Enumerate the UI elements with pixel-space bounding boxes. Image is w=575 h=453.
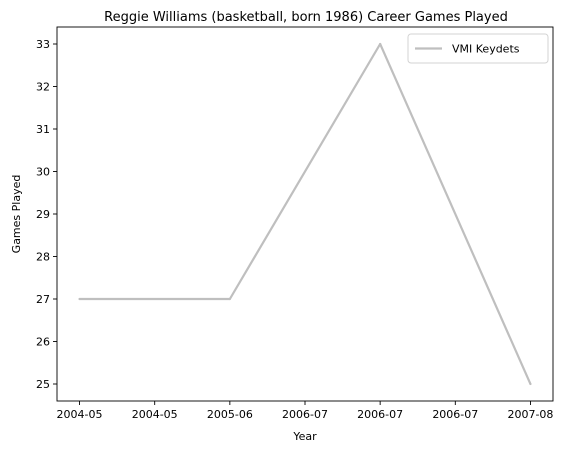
- x-tick-label: 2007-08: [507, 408, 553, 421]
- x-tick-label: 2005-06: [207, 408, 253, 421]
- data-point: [228, 297, 231, 301]
- x-axis-label: Year: [292, 430, 317, 443]
- x-tick-label: 2006-07: [357, 408, 403, 421]
- series-line: [79, 42, 532, 385]
- x-axis: 2004-05 2004-05 2005-06 2006-07 2006-07 2006-…: [57, 401, 553, 421]
- y-tick-label: 31: [36, 123, 50, 136]
- x-tick-label: 2006-07: [432, 408, 478, 421]
- legend: VMI Keydets: [407, 33, 549, 64]
- x-tick-label: 2004-05: [132, 408, 178, 421]
- y-tick-label: 28: [36, 251, 50, 264]
- y-tick-label: 25: [36, 378, 50, 391]
- y-tick-label: 26: [36, 336, 50, 349]
- legend-label: VMI Keydets: [452, 43, 520, 56]
- x-tick-label: 2006-07: [282, 408, 328, 421]
- y-tick-label: 27: [36, 293, 50, 306]
- chart-title: Reggie Williams (basketball, born 1986) …: [104, 10, 508, 25]
- y-tick-label: 32: [36, 81, 50, 94]
- legend-box: [407, 33, 549, 64]
- y-tick-label: 29: [36, 208, 50, 221]
- plot-area: [57, 27, 553, 401]
- data-point: [379, 42, 382, 46]
- plot-frame: [56, 26, 554, 402]
- y-axis-label: Games Played: [10, 175, 23, 254]
- data-point: [529, 382, 532, 386]
- y-axis: 25 26 27 28 29 30 31 32 33: [36, 38, 57, 391]
- y-tick-label: 33: [36, 38, 50, 51]
- data-point: [78, 297, 81, 301]
- y-tick-label: 30: [36, 166, 50, 179]
- x-tick-label: 2004-05: [57, 408, 103, 421]
- series-layer: [78, 42, 532, 386]
